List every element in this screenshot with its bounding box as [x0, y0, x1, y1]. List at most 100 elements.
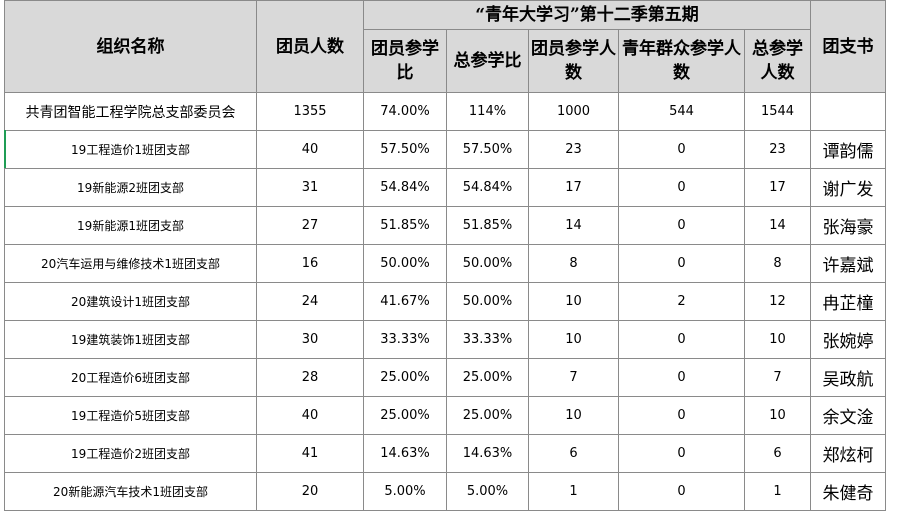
cell-secretary[interactable]: 余文淦: [810, 396, 886, 435]
cell-members[interactable]: 1355: [256, 92, 364, 131]
cell-member-participants[interactable]: 6: [528, 434, 619, 473]
cell-member-ratio[interactable]: 54.84%: [363, 168, 447, 207]
cell-youth-participants[interactable]: 0: [618, 206, 745, 245]
cell-total-ratio[interactable]: 51.85%: [446, 206, 529, 245]
cell-total-ratio[interactable]: 25.00%: [446, 396, 529, 435]
cell-total-ratio[interactable]: 33.33%: [446, 320, 529, 359]
cell-total-participants[interactable]: 1: [744, 472, 811, 511]
cell-members[interactable]: 20: [256, 472, 364, 511]
cell-youth-participants[interactable]: 0: [618, 320, 745, 359]
cell-members[interactable]: 31: [256, 168, 364, 207]
cell-member-participants[interactable]: 8: [528, 244, 619, 283]
cell-members[interactable]: 24: [256, 282, 364, 321]
cell-total-ratio[interactable]: 114%: [446, 92, 529, 131]
cell-org[interactable]: 19工程造价2班团支部: [4, 434, 257, 473]
cell-total-participants[interactable]: 8: [744, 244, 811, 283]
cell-secretary[interactable]: 张海豪: [810, 206, 886, 245]
cell-secretary[interactable]: 郑炫柯: [810, 434, 886, 473]
cell-total-ratio[interactable]: 5.00%: [446, 472, 529, 511]
cell-members[interactable]: 27: [256, 206, 364, 245]
cell-youth-participants[interactable]: 0: [618, 130, 745, 169]
cell-member-ratio[interactable]: 57.50%: [363, 130, 447, 169]
cell-member-participants[interactable]: 14: [528, 206, 619, 245]
cell-member-ratio[interactable]: 33.33%: [363, 320, 447, 359]
header-member-ratio[interactable]: 团员参学比: [363, 29, 447, 93]
cell-member-ratio[interactable]: 25.00%: [363, 358, 447, 397]
cell-member-participants[interactable]: 10: [528, 396, 619, 435]
cell-member-ratio[interactable]: 25.00%: [363, 396, 447, 435]
cell-member-participants[interactable]: 10: [528, 282, 619, 321]
cell-member-ratio[interactable]: 50.00%: [363, 244, 447, 283]
cell-member-ratio[interactable]: 14.63%: [363, 434, 447, 473]
cell-members[interactable]: 28: [256, 358, 364, 397]
cell-youth-participants[interactable]: 544: [618, 92, 745, 131]
cell-secretary[interactable]: 谭韵儒: [810, 130, 886, 169]
cell-members[interactable]: 16: [256, 244, 364, 283]
cell-total-ratio[interactable]: 50.00%: [446, 282, 529, 321]
cell-total-participants[interactable]: 6: [744, 434, 811, 473]
cell-youth-participants[interactable]: 0: [618, 168, 745, 207]
cell-members[interactable]: 41: [256, 434, 364, 473]
cell-member-participants[interactable]: 23: [528, 130, 619, 169]
cell-org[interactable]: 20工程造价6班团支部: [4, 358, 257, 397]
header-total-ratio[interactable]: 总参学比: [446, 29, 529, 93]
header-secretary[interactable]: 团支书: [810, 0, 886, 93]
cell-youth-participants[interactable]: 0: [618, 396, 745, 435]
cell-youth-participants[interactable]: 0: [618, 244, 745, 283]
cell-total-participants[interactable]: 12: [744, 282, 811, 321]
cell-member-participants[interactable]: 1000: [528, 92, 619, 131]
cell-member-ratio[interactable]: 51.85%: [363, 206, 447, 245]
cell-org[interactable]: 19新能源2班团支部: [4, 168, 257, 207]
cell-member-participants[interactable]: 7: [528, 358, 619, 397]
cell-total-participants[interactable]: 10: [744, 396, 811, 435]
cell-org[interactable]: 20建筑设计1班团支部: [4, 282, 257, 321]
table-row: 19新能源2班团支部 31 54.84% 54.84% 17 0 17 谢广发: [4, 168, 886, 207]
table-row: 19建筑装饰1班团支部 30 33.33% 33.33% 10 0 10 张婉婷: [4, 320, 886, 359]
cell-members[interactable]: 40: [256, 396, 364, 435]
cell-total-ratio[interactable]: 57.50%: [446, 130, 529, 169]
cell-total-participants[interactable]: 10: [744, 320, 811, 359]
cell-member-ratio[interactable]: 41.67%: [363, 282, 447, 321]
cell-org[interactable]: 20汽车运用与维修技术1班团支部: [4, 244, 257, 283]
header-campaign-title[interactable]: “青年大学习”第十二季第五期: [363, 0, 811, 30]
cell-total-participants[interactable]: 1544: [744, 92, 811, 131]
cell-secretary[interactable]: 冉芷橦: [810, 282, 886, 321]
cell-org[interactable]: 20新能源汽车技术1班团支部: [4, 472, 257, 511]
header-member-participants[interactable]: 团员参学人数: [528, 29, 619, 93]
header-org-name[interactable]: 组织名称: [4, 0, 257, 93]
cell-secretary[interactable]: [810, 92, 886, 131]
cell-secretary[interactable]: 张婉婷: [810, 320, 886, 359]
cell-member-ratio[interactable]: 74.00%: [363, 92, 447, 131]
cell-total-ratio[interactable]: 25.00%: [446, 358, 529, 397]
cell-member-participants[interactable]: 10: [528, 320, 619, 359]
header-youth-participants[interactable]: 青年群众参学人数: [618, 29, 745, 93]
cell-members[interactable]: 30: [256, 320, 364, 359]
cell-secretary[interactable]: 吴政航: [810, 358, 886, 397]
cell-org[interactable]: 19建筑装饰1班团支部: [4, 320, 257, 359]
cell-youth-participants[interactable]: 0: [618, 358, 745, 397]
cell-total-participants[interactable]: 7: [744, 358, 811, 397]
cell-members[interactable]: 40: [256, 130, 364, 169]
cell-org[interactable]: 19工程造价5班团支部: [4, 396, 257, 435]
cell-member-ratio[interactable]: 5.00%: [363, 472, 447, 511]
cell-secretary[interactable]: 许嘉斌: [810, 244, 886, 283]
cell-secretary[interactable]: 谢广发: [810, 168, 886, 207]
cell-org[interactable]: 19新能源1班团支部: [4, 206, 257, 245]
cell-total-ratio[interactable]: 50.00%: [446, 244, 529, 283]
header-total-participants[interactable]: 总参学人数: [744, 29, 811, 93]
cell-org[interactable]: 19工程造价1班团支部: [4, 130, 257, 169]
cell-total-participants[interactable]: 23: [744, 130, 811, 169]
table-row: 20工程造价6班团支部 28 25.00% 25.00% 7 0 7 吴政航: [4, 358, 886, 397]
cell-total-participants[interactable]: 17: [744, 168, 811, 207]
cell-member-participants[interactable]: 1: [528, 472, 619, 511]
cell-youth-participants[interactable]: 2: [618, 282, 745, 321]
cell-youth-participants[interactable]: 0: [618, 434, 745, 473]
cell-youth-participants[interactable]: 0: [618, 472, 745, 511]
cell-total-ratio[interactable]: 14.63%: [446, 434, 529, 473]
cell-total-participants[interactable]: 14: [744, 206, 811, 245]
cell-member-participants[interactable]: 17: [528, 168, 619, 207]
header-member-count[interactable]: 团员人数: [256, 0, 364, 93]
cell-org[interactable]: 共青团智能工程学院总支部委员会: [4, 92, 257, 131]
cell-secretary[interactable]: 朱健奇: [810, 472, 886, 511]
cell-total-ratio[interactable]: 54.84%: [446, 168, 529, 207]
